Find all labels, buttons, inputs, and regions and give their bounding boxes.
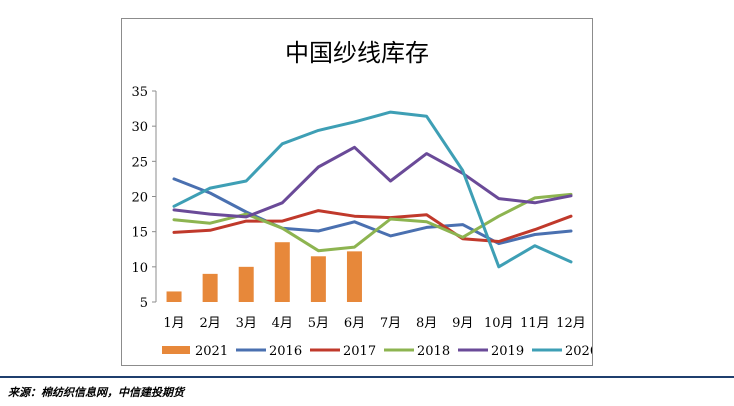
y-tick-label: 25: [131, 155, 148, 170]
x-tick-label: 5月: [308, 316, 329, 331]
legend-label-2017: 2017: [343, 344, 376, 359]
x-tick-label: 8月: [416, 316, 437, 331]
x-tick-label: 9月: [452, 316, 473, 331]
bar-2021-3: [238, 266, 254, 302]
legend-label-2019: 2019: [491, 344, 524, 359]
series-line-2018: [172, 192, 573, 253]
y-tick-label: 30: [131, 120, 148, 135]
series-line-2017: [172, 209, 573, 243]
legend-label-2016: 2016: [269, 344, 302, 359]
x-tick-label: 2月: [199, 316, 220, 331]
series-line-2019: [172, 145, 573, 219]
legend-label-2021: 2021: [195, 344, 228, 359]
x-tick-label: 11月: [520, 316, 550, 331]
y-tick-label: 35: [131, 85, 148, 100]
x-tick-label: 1月: [163, 316, 184, 331]
x-tick-label: 3月: [236, 316, 257, 331]
chart-title: 中国纱线库存: [285, 39, 429, 67]
source-note: 来源：棉纺织信息网，中信建投期货: [8, 386, 184, 399]
x-tick-label: 4月: [272, 316, 293, 331]
x-tick-label: 7月: [380, 316, 401, 331]
x-tick-label: 12月: [556, 316, 586, 331]
legend-swatch-2021: [162, 346, 190, 354]
chart-frame: 中国纱线库存 5 10 15 20 25 30 35 1月 2月 3月 4月 5月 6月 7月 8月 9月 10…: [121, 18, 593, 366]
series-line-2020: [172, 110, 573, 269]
bar-2021-2: [202, 273, 218, 302]
bar-2021-5: [310, 256, 326, 302]
series-line-2016: [172, 177, 573, 246]
y-tick-label: 5: [140, 296, 148, 311]
x-tick-label: 10月: [484, 316, 514, 331]
bar-2021-1: [166, 291, 182, 302]
x-tick-label: 6月: [344, 316, 365, 331]
legend-label-2020: 2020: [565, 344, 592, 359]
bar-2021-6: [346, 251, 362, 302]
bar-2021-4: [274, 242, 290, 302]
y-tick-label: 10: [131, 261, 148, 276]
y-tick-label: 15: [131, 226, 148, 241]
yarn-inventory-chart: 中国纱线库存 5 10 15 20 25 30 35 1月 2月 3月 4月 5月 6月 7月 8月 9月 10…: [131, 39, 592, 359]
bottom-rule: [0, 376, 734, 378]
y-tick-label: 20: [131, 191, 148, 206]
legend-label-2018: 2018: [417, 344, 450, 359]
